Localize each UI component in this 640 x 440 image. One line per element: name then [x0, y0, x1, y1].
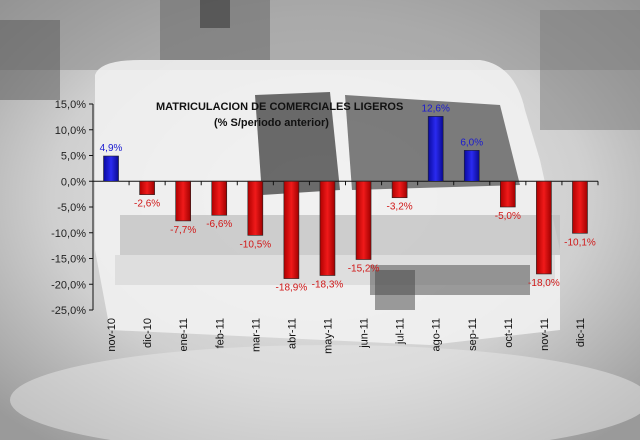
bar-jul-11: [391, 180, 408, 199]
category-label: nov-11: [539, 318, 551, 351]
y-tick-label: 0,0%: [61, 176, 86, 188]
category-label: mar-11: [250, 318, 262, 352]
bar-ene-11: [175, 180, 191, 222]
category-labels: nov-10 dic-10 ene-11 feb-11 mar-11 abr-11 may-…: [106, 181, 599, 354]
y-tick-label: -5,0%: [57, 202, 86, 214]
category-label: sep-11: [467, 318, 479, 351]
data-label: 4,9%: [100, 143, 123, 154]
data-label: -18,3%: [312, 279, 344, 290]
data-label: -15,2%: [348, 264, 380, 275]
category-label: may-11: [322, 318, 334, 354]
y-tick-label: -20,0%: [51, 279, 86, 291]
data-label: -2,6%: [134, 199, 160, 210]
bar-dic-10: [139, 180, 155, 195]
category-label: dic-11: [575, 318, 587, 347]
data-label: -10,5%: [239, 239, 271, 250]
data-label: -18,0%: [528, 278, 560, 289]
data-labels: 4,9% -2,6% -7,7% -6,6% -10,5% -18,9% -18,3% -15…: [100, 103, 596, 293]
y-tick-label: -10,0%: [51, 228, 86, 240]
category-label: nov-10: [106, 318, 118, 352]
bar-sep-11: [463, 150, 480, 182]
bar-series: [103, 116, 588, 279]
y-tick-label: 15,0%: [55, 99, 86, 111]
data-label: -5,0%: [495, 211, 521, 222]
category-label: ago-11: [431, 318, 443, 351]
chart-subtitle: (% S/periodo anterior): [214, 117, 329, 129]
data-label: -18,9%: [276, 283, 308, 294]
chart-title: MATRICULACION DE COMERCIALES LIGEROS: [156, 101, 403, 113]
bar-dic-11: [572, 180, 588, 234]
category-label: jul-11: [395, 318, 407, 345]
data-label: -6,6%: [206, 219, 232, 230]
bar-feb-11: [211, 180, 228, 216]
y-tick-label: -25,0%: [51, 305, 86, 317]
bar-nov-11: [536, 180, 552, 275]
category-label: feb-11: [214, 318, 226, 348]
bar-nov-10: [103, 155, 119, 182]
category-label: oct-11: [503, 318, 515, 348]
y-tick-label: 10,0%: [55, 125, 86, 137]
bar-mar-11: [247, 180, 264, 236]
data-label: -7,7%: [170, 225, 196, 236]
y-tick-label: 5,0%: [61, 151, 86, 163]
data-label: -3,2%: [387, 202, 413, 213]
data-label: 6,0%: [460, 137, 483, 148]
bar-ago-11: [427, 116, 444, 182]
category-label: abr-11: [286, 318, 298, 349]
data-label: 12,6%: [421, 103, 449, 114]
bar-may-11: [319, 180, 336, 276]
bar-oct-11: [500, 180, 516, 208]
category-label: dic-10: [142, 318, 154, 348]
y-axis-ticks: 15,0% 10,0% 5,0% 0,0% -5,0% -10,0% -15,0% -20,0…: [51, 99, 93, 317]
bar-jun-11: [355, 180, 372, 260]
category-label: jun-11: [359, 318, 371, 349]
y-tick-label: -15,0%: [51, 254, 86, 266]
category-label: ene-11: [178, 318, 190, 351]
bar-abr-11: [283, 180, 300, 279]
data-label: -10,1%: [564, 237, 596, 248]
